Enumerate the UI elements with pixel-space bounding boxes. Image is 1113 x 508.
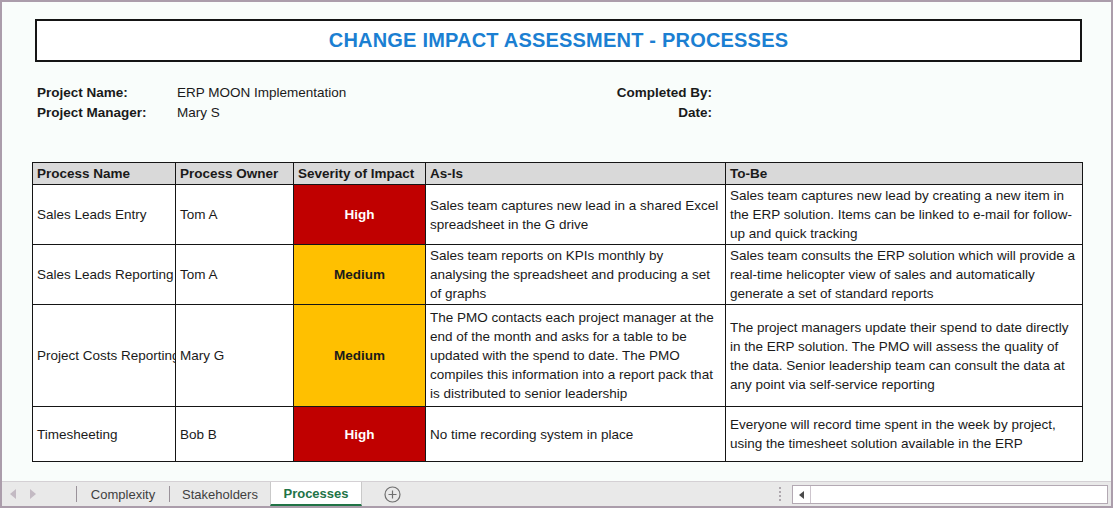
add-sheet-icon[interactable] (384, 486, 401, 503)
cell-severity[interactable]: High (294, 185, 426, 245)
cell-process-owner[interactable]: Bob B (176, 407, 294, 462)
cell-to-be[interactable]: The project managers update their spend … (726, 305, 1083, 407)
scrollbar-thumb[interactable] (811, 486, 1107, 503)
title-box: CHANGE IMPACT ASSESSMENT - PROCESSES (35, 19, 1082, 62)
cell-process-name[interactable]: Timesheeting (33, 407, 176, 462)
table-row: Timesheeting Bob B High No time recordin… (33, 407, 1083, 462)
col-header-to-be: To-Be (726, 163, 1083, 185)
sheet-nav-left-icon[interactable] (10, 489, 16, 499)
cell-process-owner[interactable]: Tom A (176, 245, 294, 305)
impact-assessment-table: Process Name Process Owner Severity of I… (32, 162, 1083, 462)
cell-process-name[interactable]: Sales Leads Entry (33, 185, 176, 245)
sheet-tab-processes[interactable]: Processes (270, 482, 362, 506)
completed-by-label: Completed By: (512, 85, 712, 100)
horizontal-scrollbar[interactable] (792, 485, 1108, 504)
cell-to-be[interactable]: Sales team captures new lead by creating… (726, 185, 1083, 245)
cell-severity[interactable]: Medium (294, 245, 426, 305)
cell-as-is[interactable]: Sales team captures new lead in a shared… (426, 185, 726, 245)
table-row: Project Costs Reporting Mary G Medium Th… (33, 305, 1083, 407)
project-manager-label: Project Manager: (37, 105, 147, 120)
cell-severity[interactable]: Medium (294, 305, 426, 407)
cell-as-is[interactable]: The PMO contacts each project manager at… (426, 305, 726, 407)
cell-process-name[interactable]: Project Costs Reporting (33, 305, 176, 407)
table-header-row: Process Name Process Owner Severity of I… (33, 163, 1083, 185)
col-header-severity: Severity of Impact (294, 163, 426, 185)
cell-severity[interactable]: High (294, 407, 426, 462)
project-name-value[interactable]: ERP MOON Implementation (177, 85, 346, 100)
sheet-tab-stakeholders[interactable]: Stakeholders (171, 482, 269, 506)
tabbar-resize-handle[interactable] (779, 487, 782, 501)
table-row: Sales Leads Entry Tom A High Sales team … (33, 185, 1083, 245)
sheet-tab-bar: Complexity Stakeholders Processes (2, 481, 1111, 506)
cell-to-be[interactable]: Everyone will record time spent in the w… (726, 407, 1083, 462)
col-header-as-is: As-Is (426, 163, 726, 185)
cell-as-is[interactable]: No time recording system in place (426, 407, 726, 462)
project-manager-value[interactable]: Mary S (177, 105, 220, 120)
sheet-tab-complexity[interactable]: Complexity (78, 482, 168, 506)
tab-divider (76, 486, 77, 502)
cell-process-owner[interactable]: Mary G (176, 305, 294, 407)
col-header-process-name: Process Name (33, 163, 176, 185)
cell-as-is[interactable]: Sales team reports on KPIs monthly by an… (426, 245, 726, 305)
sheet-nav-right-icon[interactable] (30, 489, 36, 499)
tab-divider (169, 486, 170, 502)
scroll-left-icon[interactable] (793, 486, 811, 503)
date-label: Date: (512, 105, 712, 120)
col-header-process-owner: Process Owner (176, 163, 294, 185)
project-name-label: Project Name: (37, 85, 128, 100)
page-title: CHANGE IMPACT ASSESSMENT - PROCESSES (329, 29, 788, 52)
cell-to-be[interactable]: Sales team consults the ERP solution whi… (726, 245, 1083, 305)
table-row: Sales Leads Reporting Tom A Medium Sales… (33, 245, 1083, 305)
cell-process-owner[interactable]: Tom A (176, 185, 294, 245)
cell-process-name[interactable]: Sales Leads Reporting (33, 245, 176, 305)
spreadsheet-window: CHANGE IMPACT ASSESSMENT - PROCESSES Pro… (0, 0, 1113, 508)
